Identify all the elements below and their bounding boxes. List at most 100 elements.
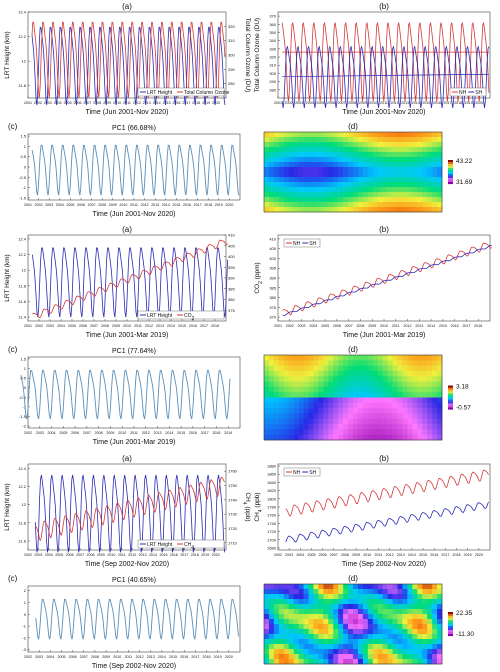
- heatmap-cell: [362, 202, 369, 208]
- y-tick-label: 310: [269, 63, 276, 68]
- heatmap-cell: [402, 207, 408, 213]
- colorbar-max-label: 3.18: [456, 384, 469, 391]
- heatmap-cell: [427, 147, 433, 153]
- heatmap-cell: [308, 207, 314, 213]
- heatmap-cell: [412, 182, 418, 188]
- heatmap-cell: [417, 187, 423, 193]
- heatmap-cell: [264, 177, 270, 183]
- heatmap-cell: [427, 392, 433, 398]
- heatmap-cell: [357, 177, 364, 183]
- heatmap-cell: [323, 142, 329, 148]
- heatmap-cell: [437, 202, 443, 208]
- heatmap-cell: [377, 182, 383, 188]
- heatmap-cell: [402, 434, 408, 441]
- heatmap-cell: [313, 589, 319, 595]
- heatmap-cell: [273, 360, 280, 366]
- heatmap-cell: [308, 152, 314, 158]
- y-tick-label: 380: [269, 295, 276, 300]
- heatmap-cell: [422, 413, 428, 420]
- heatmap-cell: [417, 408, 423, 414]
- colorbar-segment: [448, 401, 453, 404]
- heatmap-cell: [283, 639, 290, 645]
- heatmap-cell: [427, 402, 433, 409]
- heatmap-cell: [392, 360, 398, 366]
- heatmap-cell: [382, 434, 388, 441]
- heatmap-cell: [273, 594, 280, 600]
- heatmap-cell: [397, 649, 403, 655]
- heatmap-cell: [417, 202, 423, 208]
- heatmap-cell: [273, 182, 280, 188]
- heatmap-cell: [392, 147, 398, 153]
- heatmap-cell: [268, 360, 275, 366]
- heatmap-cell: [387, 644, 393, 650]
- heatmap-cell: [432, 386, 438, 393]
- heatmap-cell: [353, 381, 359, 388]
- heatmap-cell: [422, 629, 428, 635]
- heatmap-cell: [367, 408, 374, 414]
- heatmap-cell: [397, 413, 403, 420]
- heatmap-cell: [268, 365, 275, 372]
- panel-ch4-lrt: (a) 2002 2003 2004 2005 2006 2007 2008 2009 2010 2…: [0, 452, 251, 570]
- heatmap-cell: [407, 365, 413, 372]
- heatmap-cell: [367, 424, 374, 430]
- heatmap-cell: [303, 624, 309, 630]
- heatmap-cell: [273, 172, 280, 178]
- colorbar-min-label: 31.69: [456, 179, 473, 186]
- heatmap-cell: [303, 402, 309, 409]
- heatmap-cell: [348, 589, 354, 595]
- heatmap-cell: [303, 376, 309, 382]
- heatmap-cell: [323, 132, 329, 138]
- heatmap-cell: [338, 624, 344, 630]
- heatmap-cell: [407, 434, 413, 441]
- heatmap-cell: [432, 619, 438, 625]
- colorbar-segment: [448, 166, 453, 169]
- y-tick-label: 1860: [267, 472, 277, 477]
- heatmap-cell: [427, 381, 433, 388]
- colorbar-segment: [448, 162, 453, 165]
- heatmap-cell: [357, 187, 364, 193]
- heatmap-cell: [313, 381, 319, 388]
- heatmap-cell: [372, 132, 379, 138]
- heatmap-cell: [372, 429, 379, 435]
- heatmap-cell: [353, 192, 359, 198]
- heatmap-cell: [367, 355, 374, 361]
- heatmap-cell: [348, 649, 354, 655]
- heatmap-cell: [338, 594, 344, 600]
- heatmap-cell: [278, 614, 285, 620]
- heatmap-cell: [357, 152, 364, 158]
- x-tick-label: 2020: [212, 553, 220, 557]
- y-tick-label: 370: [269, 14, 276, 19]
- panel-co2-lrt: (a) 2001 2002 2003 2004 2005 2006 2007 2008 2009 2…: [0, 223, 250, 341]
- heatmap-cell: [293, 397, 299, 404]
- heatmap-cell: [348, 202, 354, 208]
- heatmap-cell: [328, 584, 334, 590]
- heatmap-cell: [372, 381, 379, 388]
- heatmap-cell: [333, 177, 339, 183]
- plot-frame: [27, 133, 241, 201]
- y-tick-label: 390: [269, 276, 276, 281]
- heatmap-cell: [437, 177, 443, 183]
- heatmap-cell: [367, 397, 374, 404]
- heatmap-cell: [427, 192, 433, 198]
- heatmap-cell: [353, 152, 359, 158]
- y-axis-label: CO2 (ppm): [254, 262, 264, 293]
- heatmap-cell: [343, 207, 349, 213]
- heatmap-cell: [313, 172, 319, 178]
- heatmap-cell: [392, 589, 398, 595]
- heatmap-cell: [293, 370, 299, 377]
- colorbar-segment: [448, 164, 453, 167]
- heatmap-cell: [387, 654, 393, 660]
- heatmap-cell: [278, 434, 285, 441]
- heatmap-cell: [288, 370, 294, 377]
- x-tick-label: 2003: [36, 431, 44, 435]
- heatmap-cell: [397, 370, 403, 377]
- heatmap-cell: [372, 639, 379, 645]
- heatmap-cell: [323, 614, 329, 620]
- heatmap-cell: [338, 167, 344, 173]
- heatmap-cell: [343, 157, 349, 163]
- heatmap-cell: [387, 424, 393, 430]
- heatmap-cell: [273, 654, 280, 660]
- heatmap-cell: [417, 172, 423, 178]
- colorbar-segment: [448, 405, 453, 408]
- heatmap-cell: [278, 132, 285, 138]
